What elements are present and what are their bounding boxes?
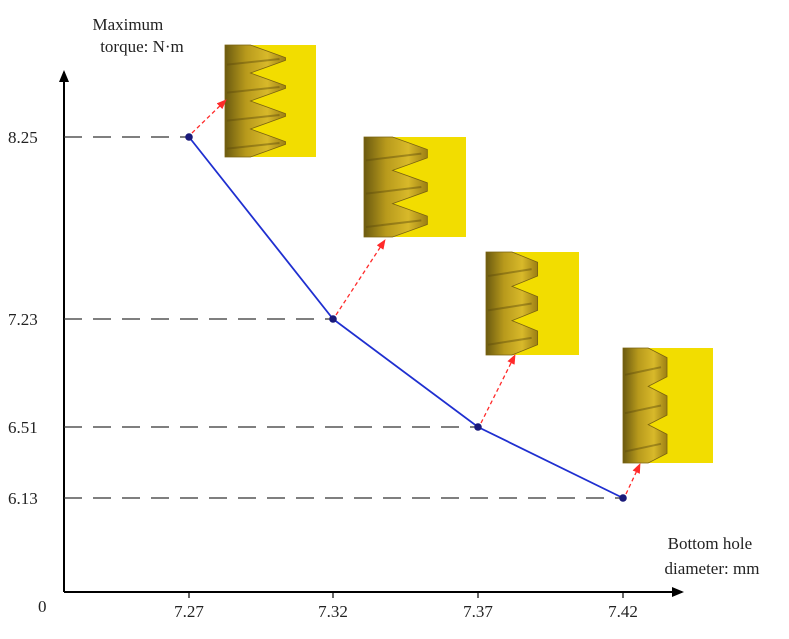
torque-series-line [188, 136, 624, 499]
x-axis-label: Bottom hole diameter: mm [665, 534, 760, 578]
thread-inset-2 [485, 251, 579, 356]
thread-inset-1 [363, 136, 466, 238]
x-tick-label-1: 7.32 [318, 602, 348, 621]
thread-ridge-3-0 [624, 366, 662, 376]
x-axis-label-line1: Bottom hole [668, 534, 753, 553]
thread-ridge-3-1 [624, 404, 662, 415]
thread-ridge-1-1 [365, 186, 422, 195]
thread-profile-1 [363, 136, 428, 238]
thread-ridge-2-2 [487, 336, 532, 346]
x-tick-label-0: 7.27 [174, 602, 204, 621]
y-tick-label-2: 6.51 [8, 418, 38, 437]
data-point-2 [474, 423, 482, 431]
data-point-0 [185, 133, 193, 141]
thread-inset-3 [622, 347, 713, 464]
inset-arrow-1 [335, 239, 386, 316]
x-tick-label-3: 7.42 [608, 602, 638, 621]
thread-ridge-1-0 [365, 152, 422, 162]
thread-ridge-3-2 [624, 442, 662, 453]
inset-arrow-2 [480, 354, 516, 424]
thread-ridge-0-0 [226, 58, 280, 66]
data-point-3 [619, 494, 627, 502]
x-tick-label-2: 7.37 [463, 602, 493, 621]
inset-arrow-0 [191, 99, 227, 134]
y-axis-label: Maximum torque: N·m [92, 15, 183, 56]
data-point-1 [329, 315, 337, 323]
y-axis-label-line1: Maximum [92, 15, 163, 34]
thread-inset-0 [224, 44, 316, 158]
thread-profile-0 [224, 44, 286, 158]
inset-arrow-3 [625, 463, 641, 495]
x-axis-label-line2: diameter: mm [665, 559, 760, 578]
y-tick-label-1: 7.23 [8, 310, 38, 329]
thread-ridge-0-2 [226, 114, 280, 122]
origin-label: 0 [38, 597, 47, 616]
y-tick-label-0: 8.25 [8, 128, 38, 147]
thread-ridge-0-1 [226, 86, 280, 94]
thread-ridge-1-2 [365, 219, 422, 228]
thread-ridge-2-0 [487, 268, 532, 278]
thread-ridge-0-3 [226, 142, 280, 150]
y-tick-label-3: 6.13 [8, 489, 38, 508]
y-axis-label-line2: torque: N·m [100, 37, 184, 56]
thread-ridge-2-1 [487, 302, 532, 312]
thread-profile-3 [622, 347, 668, 464]
